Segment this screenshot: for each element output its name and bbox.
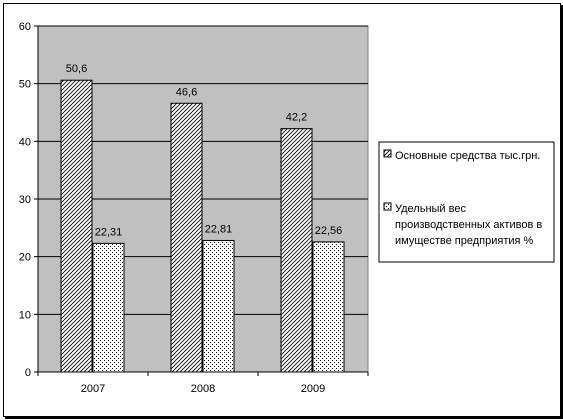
bar-fixed-assets-2008 xyxy=(170,102,203,373)
legend-label: Основные средства тыс.грн. xyxy=(395,150,540,162)
x-tick-label: 2007 xyxy=(81,383,105,395)
y-tick-label: 40 xyxy=(19,136,31,148)
bar-fixed-assets-2009 xyxy=(280,128,313,373)
data-label: 50,6 xyxy=(66,63,87,75)
bar-share-2008 xyxy=(202,239,235,373)
y-tick-label: 30 xyxy=(19,194,31,206)
y-tick-label: 10 xyxy=(19,309,31,321)
bar-fixed-assets-2007 xyxy=(60,79,93,373)
legend-box xyxy=(378,141,555,263)
y-tick-label: 0 xyxy=(25,367,31,379)
data-label: 22,56 xyxy=(315,225,343,237)
data-label: 22,81 xyxy=(205,223,233,235)
legend: Основные средства тыс.грн. Удельный вес пр… xyxy=(378,141,555,263)
data-label: 22,31 xyxy=(95,226,123,238)
legend-swatch-fixed-assets xyxy=(383,149,392,158)
legend-swatch-share xyxy=(383,202,392,211)
data-label: 46,6 xyxy=(176,86,197,98)
data-label: 42,2 xyxy=(286,112,307,124)
x-tick-label: 2009 xyxy=(301,383,325,395)
bar-share-2007 xyxy=(92,242,125,373)
y-tick-label: 20 xyxy=(19,252,31,264)
legend-label: Удельный вес xyxy=(395,203,466,215)
x-tick-label: 2008 xyxy=(191,383,215,395)
legend-label: имуществе предприятия % xyxy=(395,235,534,247)
legend-label: производственных активов в xyxy=(395,219,542,231)
y-tick-label: 60 xyxy=(19,21,31,33)
bar-share-2009 xyxy=(312,241,345,373)
y-tick-label: 50 xyxy=(19,79,31,91)
